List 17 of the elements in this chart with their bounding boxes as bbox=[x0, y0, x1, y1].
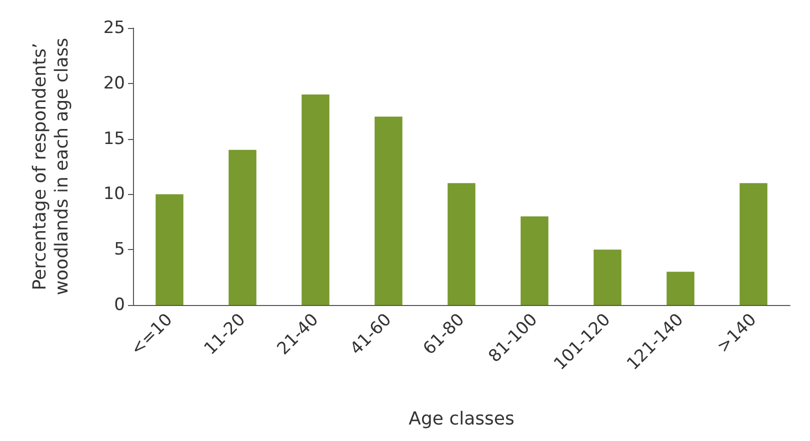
bar bbox=[740, 183, 768, 305]
bar bbox=[520, 216, 548, 305]
y-tick-label: 15 bbox=[103, 128, 125, 149]
x-axis-title: Age classes bbox=[408, 408, 514, 430]
bar bbox=[374, 116, 402, 305]
bar bbox=[594, 250, 622, 305]
y-tick-label: 20 bbox=[103, 73, 125, 94]
y-tick-label: 25 bbox=[103, 18, 125, 38]
y-axis-title: Percentage of respondents’ woodlands in each age class bbox=[30, 38, 72, 296]
y-tick-label: 10 bbox=[103, 184, 125, 204]
bar bbox=[666, 272, 694, 305]
bar bbox=[228, 150, 256, 305]
y-tick-label: 5 bbox=[114, 240, 125, 260]
bar bbox=[156, 194, 184, 305]
bar bbox=[448, 183, 476, 305]
bar bbox=[302, 94, 330, 305]
y-tick-label: 0 bbox=[114, 295, 125, 315]
